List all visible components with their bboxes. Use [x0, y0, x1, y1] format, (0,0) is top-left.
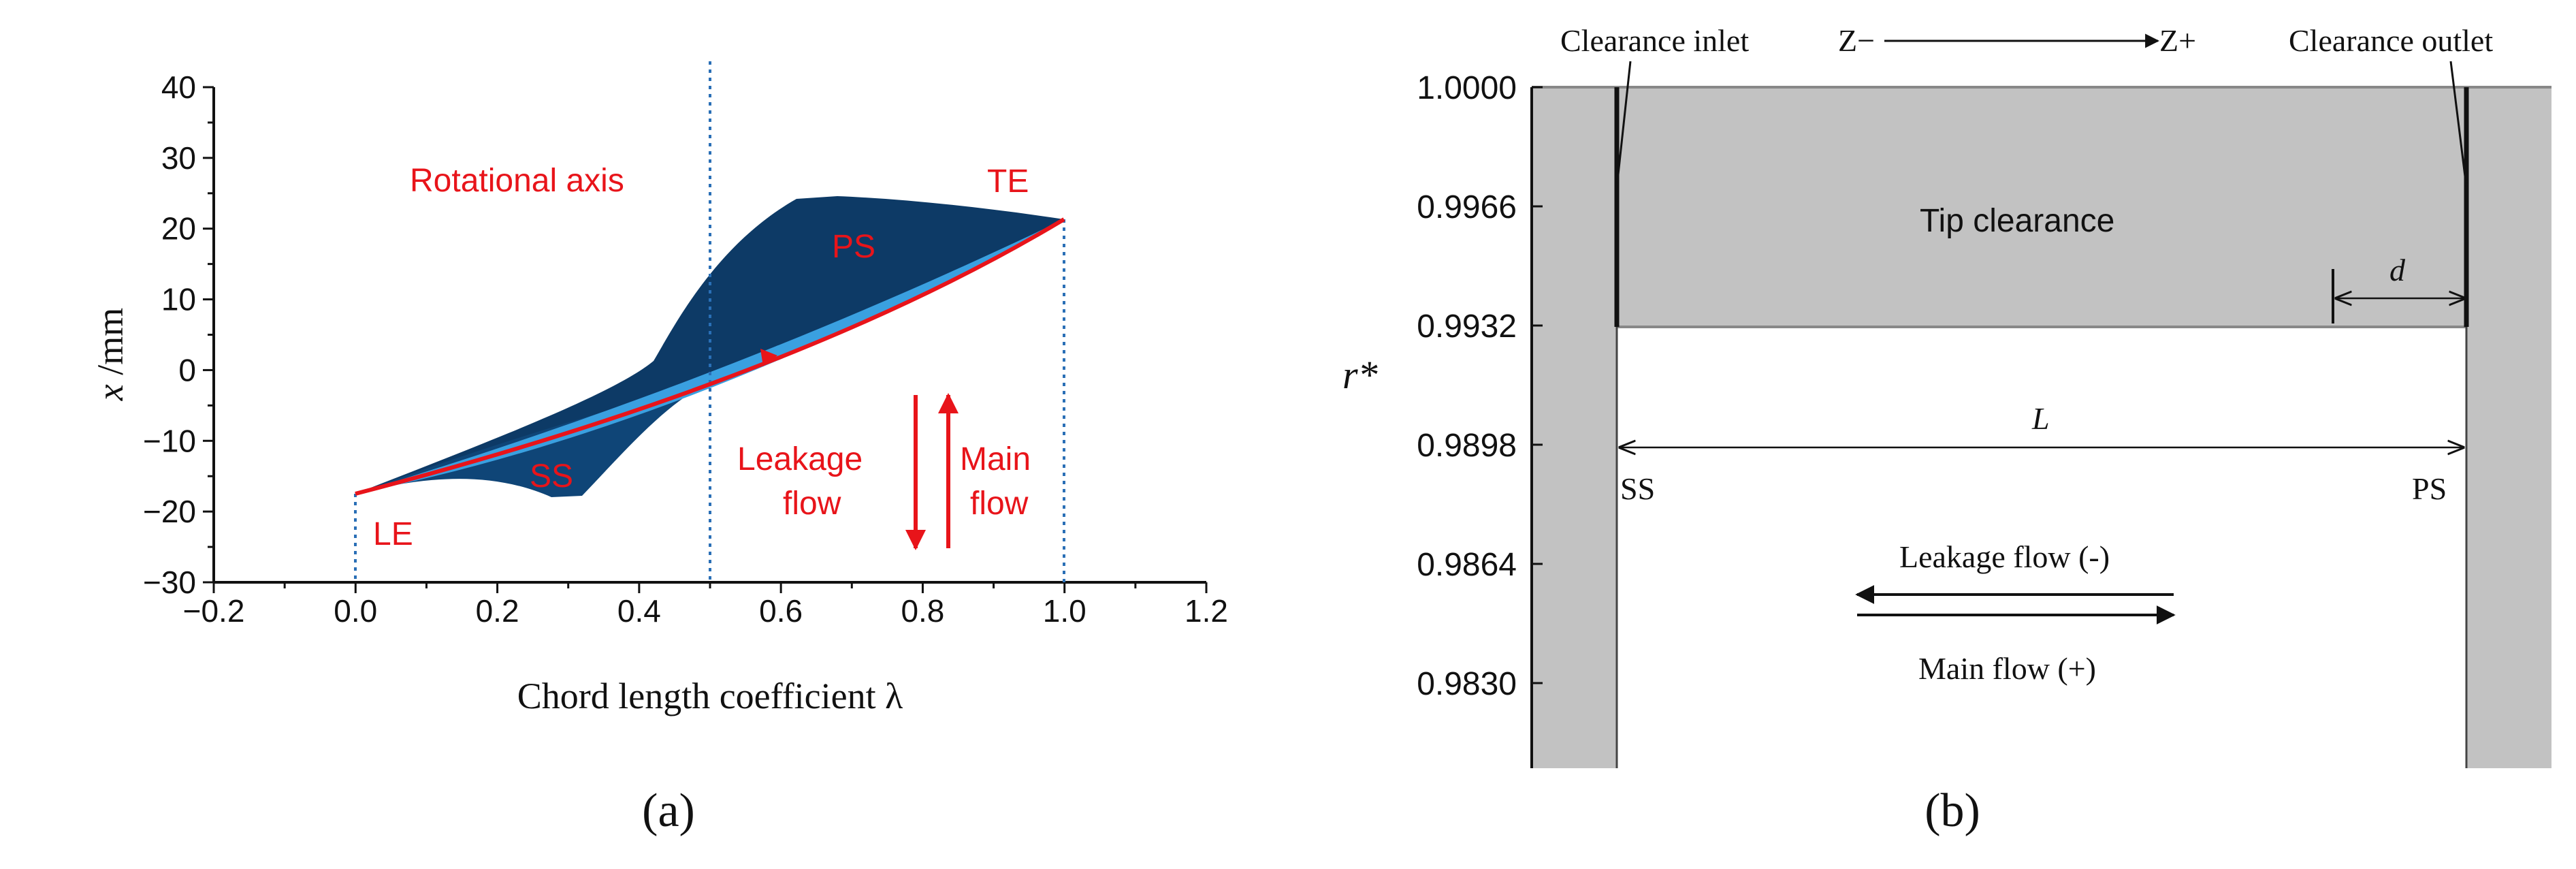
x-tick-label: 0.2: [476, 593, 519, 629]
y-axis-label-var: x: [90, 384, 131, 401]
tip-clearance-label: Tip clearance: [1920, 203, 2114, 239]
clearance-inlet-label: Clearance inlet: [1560, 23, 1749, 58]
leakage-label-line1: Leakage: [737, 441, 863, 477]
clearance-inlet-pointer: [1615, 61, 1632, 188]
ps-label: PS: [832, 229, 875, 265]
y-tick-label: 10: [161, 282, 196, 317]
leakage-path-arrowhead: [760, 349, 777, 366]
x-tick-label: 0.4: [617, 593, 661, 629]
r-axis-ticks: 1.0000 0.9966 0.9932 0.9898 0.9864 0.9830: [1417, 70, 1543, 702]
le-label: LE: [373, 516, 413, 552]
right-wall-ps: [2466, 87, 2551, 768]
y-axis-label: x /mm: [90, 308, 131, 401]
tip-clearance-region: [1617, 87, 2466, 327]
y-tick-label: 0: [178, 352, 196, 388]
y-tick-label: −20: [143, 494, 196, 529]
x-tick-label: 0.0: [334, 593, 377, 629]
y-tick-label: −30: [143, 565, 196, 600]
ss-wall-label: SS: [1620, 471, 1655, 506]
panel-b-caption: (b): [1925, 785, 1980, 837]
leakage-flow-label: Leakage flow (-): [1899, 539, 2110, 574]
x-tick-label: 1.0: [1043, 593, 1086, 629]
x-tick-label: 0.6: [759, 593, 803, 629]
r-tick-label: 0.9898: [1417, 428, 1517, 464]
x-tick-label: 0.8: [901, 593, 944, 629]
main-flow-label-line1: Main: [960, 441, 1031, 477]
main-flow-label-line2: flow: [970, 486, 1029, 522]
clearance-outlet-label: Clearance outlet: [2289, 23, 2493, 58]
panel-a-chart: −0.2 0.0 0.2 0.4 0.6 0.8 1.0 1.2 −30 −20 −10 0 10 20 3…: [90, 61, 1228, 837]
r-tick-label: 0.9830: [1417, 666, 1517, 702]
y-tick-label: −10: [143, 423, 196, 458]
r-tick-label: 1.0000: [1417, 70, 1517, 106]
grid-ticks: −0.2 0.0 0.2 0.4 0.6 0.8 1.0 1.2 −30 −20 −10 0 10 20 3…: [143, 69, 1228, 629]
y-tick-label: 30: [161, 140, 196, 176]
y-tick-label: 40: [161, 69, 196, 105]
leakage-path-line: [355, 217, 1065, 496]
r-tick-label: 0.9864: [1417, 547, 1517, 583]
main-flow-label: Main flow (+): [1918, 651, 2096, 686]
y-axis-label-unit: /mm: [90, 308, 131, 385]
left-wall-ss: [1532, 87, 1617, 768]
rotational-axis-label: Rotational axis: [410, 163, 624, 199]
panel-a-caption: (a): [642, 785, 695, 837]
x-axis-label: Chord length coefficient λ: [517, 676, 903, 716]
leakage-label-line2: flow: [783, 486, 841, 522]
ss-label: SS: [530, 458, 573, 494]
te-label: TE: [987, 163, 1029, 200]
y-tick-label: 20: [161, 211, 196, 247]
r-tick-label: 0.9966: [1417, 189, 1517, 225]
x-tick-label: −0.2: [183, 593, 245, 629]
z-minus-label: Z−: [1838, 23, 1875, 58]
clearance-outlet-pointer: [2449, 61, 2468, 188]
r-tick-label: 0.9932: [1417, 309, 1517, 345]
L-label: L: [2031, 401, 2050, 436]
r-axis-label: r*: [1342, 353, 1378, 397]
d-label: d: [2389, 253, 2406, 287]
x-tick-label: 1.2: [1185, 593, 1228, 629]
ps-wall-label: PS: [2412, 471, 2447, 506]
z-plus-label: Z+: [2159, 23, 2196, 58]
blade-pressure-side-surface: [355, 196, 1064, 494]
